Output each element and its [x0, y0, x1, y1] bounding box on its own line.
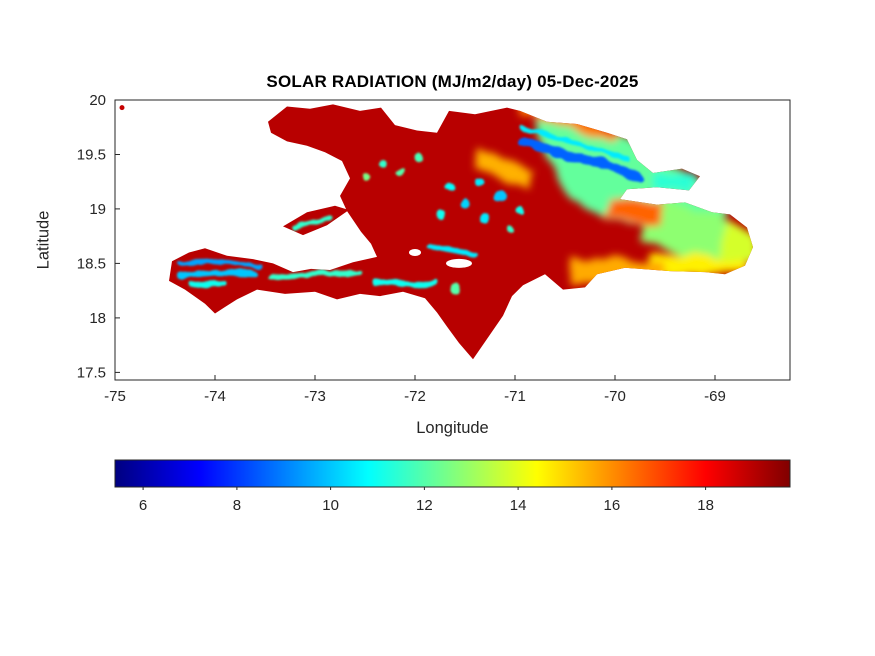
region-central-speckle-4 — [516, 207, 524, 216]
x-tick-label: -70 — [604, 388, 626, 405]
plot-title: SOLAR RADIATION (MJ/m2/day) 05-Dec-2025 — [266, 72, 639, 91]
region-central-speckle-5 — [445, 182, 455, 192]
axes-box — [114, 99, 791, 381]
region-central-speckle-8 — [476, 177, 484, 186]
colorbar-tick-label: 18 — [697, 497, 714, 514]
region-far-east-yellow — [720, 219, 753, 264]
region-north-haiti-speckle-2 — [396, 169, 404, 177]
region-cordillera-septentrional-blue-band — [520, 136, 645, 183]
x-tick-label: -75 — [104, 388, 126, 405]
region-bahoruco-green-spot — [449, 282, 461, 295]
region-south-central-orange-coast — [570, 256, 665, 286]
region-central-speckle-6 — [506, 224, 514, 233]
colorbar-tick-label: 8 — [233, 497, 241, 514]
region-septentrional-cyan-band-2 — [520, 125, 630, 162]
region-north-haiti-speckle-3 — [416, 152, 424, 161]
y-tick-label: 18.5 — [77, 255, 106, 272]
lake-enriquillo — [446, 258, 472, 268]
colorbar-tick-label: 16 — [604, 497, 621, 514]
x-tick-label: -74 — [204, 388, 226, 405]
y-tick-label: 19 — [89, 201, 106, 218]
region-central-speckle-2 — [480, 213, 490, 223]
etang-saumatre — [409, 249, 421, 256]
radiation-field — [169, 104, 753, 360]
region-cibao-valley-orange — [475, 149, 535, 190]
islet — [119, 105, 125, 111]
region-hotte-ridge-cyan-3 — [267, 269, 363, 279]
region-hotte-ridge-cyan-1 — [179, 269, 258, 279]
colorbar-tick-label: 6 — [139, 497, 147, 514]
y-tick-label: 18 — [89, 310, 106, 327]
field-ridge-streaks — [177, 125, 645, 295]
colorbar — [114, 459, 791, 488]
x-tick-label: -71 — [504, 388, 526, 405]
colorbar-tick-label: 12 — [416, 497, 433, 514]
region-hotte-ridge-cyan-north — [177, 258, 263, 269]
x-tick-label: -69 — [704, 388, 726, 405]
region-sierra-de-neiba-cyan — [427, 243, 478, 258]
region-samana-peninsula-green — [652, 174, 698, 194]
region-central-speckle-3 — [495, 190, 505, 201]
region-central-speckle-7 — [436, 210, 444, 219]
region-north-haiti-speckle-1 — [378, 158, 388, 169]
x-tick-label: -73 — [304, 388, 326, 405]
y-tick-label: 17.5 — [77, 364, 106, 381]
y-tick-label: 20 — [89, 92, 106, 109]
colorbar-tick-label: 10 — [322, 497, 339, 514]
x-axis-label: Longitude — [416, 419, 489, 437]
y-tick-label: 19.5 — [77, 147, 106, 164]
x-tick-label: -72 — [404, 388, 426, 405]
region-la-selle-ridge-cyan — [372, 277, 438, 289]
region-gonave-island-cyan — [292, 215, 333, 232]
region-north-haiti-speckle-4 — [361, 172, 369, 181]
region-hotte-ridge-cyan-2 — [187, 280, 228, 288]
region-central-speckle-1 — [460, 198, 470, 209]
colorbar-tick-label: 14 — [510, 497, 527, 514]
